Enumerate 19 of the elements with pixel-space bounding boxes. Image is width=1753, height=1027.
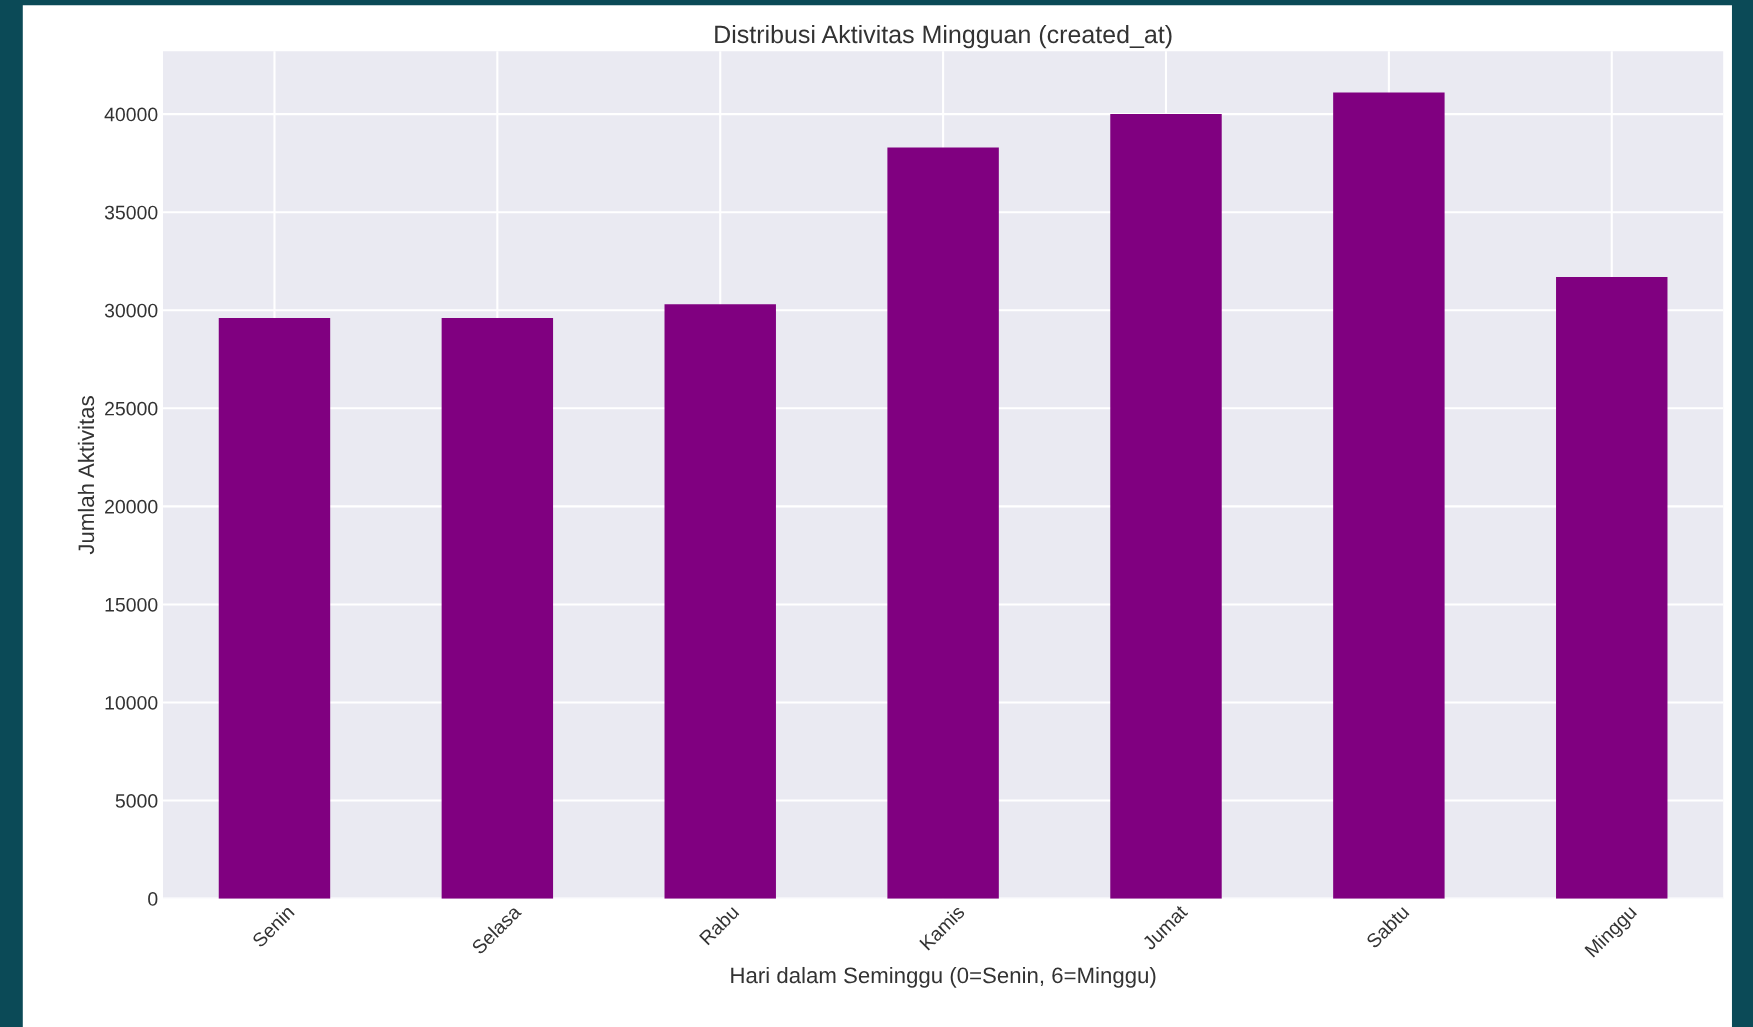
- y-tick-label: 5000: [115, 794, 158, 808]
- y-axis-title: Jumlah Aktivitas: [77, 396, 95, 555]
- y-tick-label: 20000: [105, 499, 158, 514]
- bar: [1333, 92, 1445, 899]
- y-tick-label: 30000: [104, 303, 158, 318]
- y-tick-label: 40000: [104, 107, 158, 122]
- bar: [1110, 114, 1222, 899]
- y-tick-label: 10000: [105, 695, 158, 710]
- x-axis-title: Hari dalam Seminggu (0=Senin, 6=Minggu): [731, 966, 1156, 988]
- bar: [441, 318, 554, 899]
- bar: [887, 147, 999, 899]
- y-tick-label: 25000: [105, 401, 158, 416]
- bar: [1556, 276, 1668, 899]
- y-tick-label: 35000: [104, 205, 158, 220]
- bar: [218, 318, 331, 899]
- chart-title: Distribusi Aktivitas Mingguan (created_at): [715, 24, 1172, 49]
- y-tick-label: 15000: [105, 597, 158, 612]
- y-tick-label: 0: [148, 892, 158, 906]
- bar: [664, 304, 776, 899]
